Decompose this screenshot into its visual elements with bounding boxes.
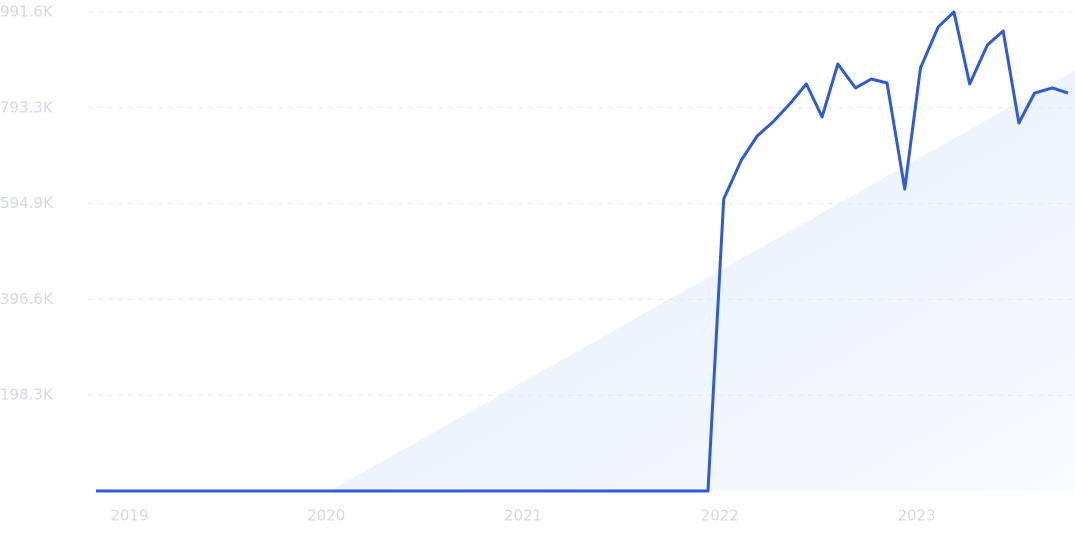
y-tick-label: 991.6K	[0, 3, 54, 21]
x-tick-label: 2019	[110, 507, 148, 525]
y-tick-label: 396.6K	[0, 290, 54, 308]
y-tick-label: 793.3K	[0, 98, 54, 116]
x-tick-label: 2021	[504, 507, 542, 525]
data-line	[96, 10, 1069, 493]
y-tick-label: 198.3K	[0, 386, 54, 404]
x-tick-label: 2023	[897, 507, 935, 525]
x-tick-label: 2022	[701, 507, 739, 525]
x-tick-label: 2020	[307, 507, 345, 525]
y-tick-label: 594.9K	[0, 194, 54, 212]
trend-area	[330, 70, 1075, 491]
